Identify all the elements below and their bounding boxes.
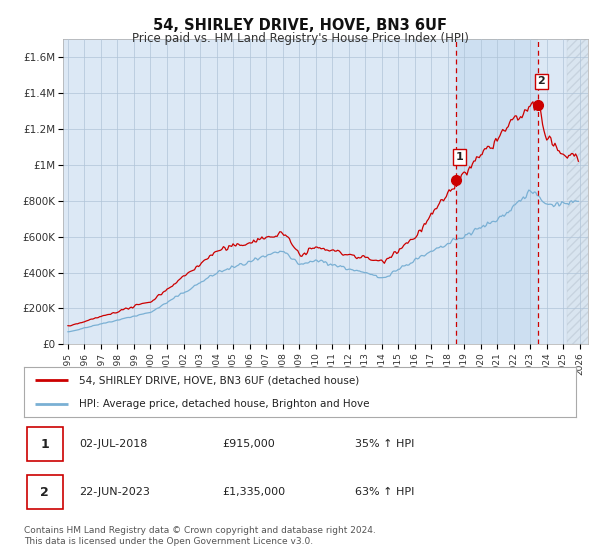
- FancyBboxPatch shape: [27, 475, 62, 509]
- Text: 1: 1: [40, 437, 49, 451]
- Text: HPI: Average price, detached house, Brighton and Hove: HPI: Average price, detached house, Brig…: [79, 399, 370, 409]
- Text: 2: 2: [538, 76, 545, 86]
- Text: 35% ↑ HPI: 35% ↑ HPI: [355, 439, 415, 449]
- Text: 2: 2: [40, 486, 49, 498]
- FancyBboxPatch shape: [27, 427, 62, 461]
- Text: Contains HM Land Registry data © Crown copyright and database right 2024.
This d: Contains HM Land Registry data © Crown c…: [24, 526, 376, 546]
- Text: 54, SHIRLEY DRIVE, HOVE, BN3 6UF (detached house): 54, SHIRLEY DRIVE, HOVE, BN3 6UF (detach…: [79, 375, 359, 385]
- Bar: [456, 39, 538, 344]
- Text: 02-JUL-2018: 02-JUL-2018: [79, 439, 148, 449]
- Text: 22-JUN-2023: 22-JUN-2023: [79, 487, 150, 497]
- Bar: [566, 39, 596, 344]
- Text: 63% ↑ HPI: 63% ↑ HPI: [355, 487, 415, 497]
- Text: £1,335,000: £1,335,000: [223, 487, 286, 497]
- Text: £915,000: £915,000: [223, 439, 275, 449]
- Text: 54, SHIRLEY DRIVE, HOVE, BN3 6UF: 54, SHIRLEY DRIVE, HOVE, BN3 6UF: [153, 18, 447, 34]
- Text: Price paid vs. HM Land Registry's House Price Index (HPI): Price paid vs. HM Land Registry's House …: [131, 32, 469, 45]
- Text: 1: 1: [455, 152, 463, 162]
